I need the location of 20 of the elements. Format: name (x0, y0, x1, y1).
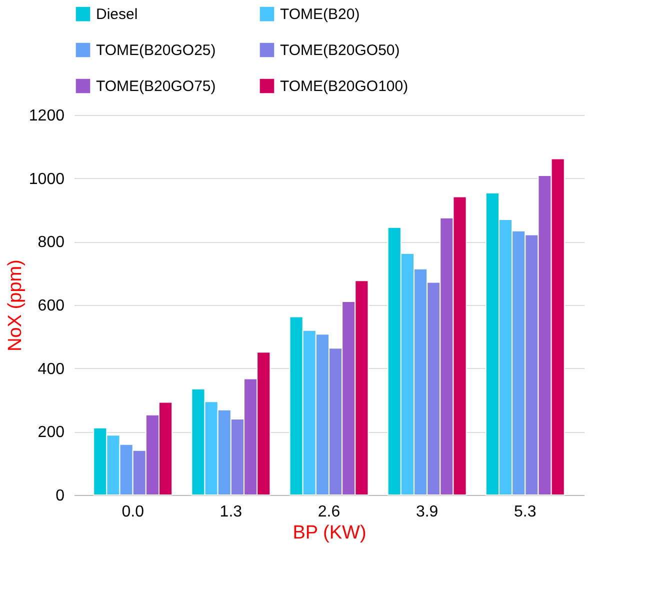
y-axis-title: NoX (ppm) (4, 260, 26, 352)
legend-label: TOME(B20GO100) (280, 78, 408, 95)
x-tick-label: 3.9 (416, 504, 438, 520)
x-tick-label: 2.6 (318, 504, 340, 520)
legend-label: TOME(B20GO50) (280, 42, 400, 59)
y-tick-label: 600 (38, 298, 65, 314)
legend-label: TOME(B20GO25) (96, 42, 216, 59)
legend-label: TOME(B20GO75) (96, 78, 216, 95)
legend-label: TOME(B20) (280, 6, 360, 24)
y-tick-label: 800 (38, 234, 65, 252)
y-tick-label: 1200 (28, 108, 65, 124)
y-tick-label: 400 (38, 360, 65, 378)
y-tick-label: 0 (56, 488, 65, 504)
legend-label: Diesel (96, 6, 138, 24)
x-tick-label: 0.0 (122, 504, 144, 520)
x-axis-title: BP (KW) (292, 522, 366, 544)
x-tick-label: 1.3 (220, 504, 242, 520)
x-tick-label: 5.3 (514, 504, 536, 520)
y-tick-label: 1000 (28, 170, 65, 188)
y-tick-label: 200 (38, 424, 65, 442)
